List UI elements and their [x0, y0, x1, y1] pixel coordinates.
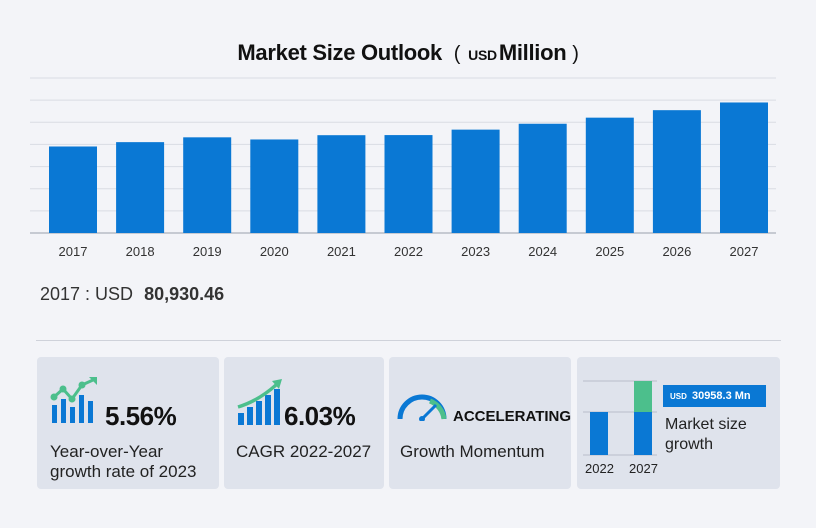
baseline-label: 2017 : USD	[40, 284, 134, 304]
title-unit: USD	[468, 47, 497, 63]
x-tick-label-2018: 2018	[126, 244, 155, 259]
x-tick-label-2019: 2019	[193, 244, 222, 259]
x-tick-label-2026: 2026	[662, 244, 691, 259]
cagr-card: 6.03% CAGR 2022-2027	[224, 357, 384, 489]
bar-2024	[518, 123, 567, 233]
momentum-status: ACCELERATING	[453, 408, 572, 425]
mini-bar-2027-base	[634, 412, 652, 455]
x-tick-label-2021: 2021	[327, 244, 356, 259]
mini-bar-2022	[590, 412, 608, 455]
bar-2022	[384, 135, 433, 233]
market-growth-mini-chart	[583, 380, 657, 456]
growth-bars-icon	[50, 377, 97, 423]
market-growth-label-line2: growth	[665, 436, 714, 453]
speedometer-icon	[397, 394, 447, 421]
bar-2026	[652, 110, 701, 233]
title-open-paren: (	[453, 43, 461, 65]
baseline-value-row: 2017 : USD 80,930.46	[40, 284, 224, 305]
bar-2018	[116, 142, 165, 233]
section-divider	[36, 340, 781, 341]
market-growth-badge: USD 30958.3 Mn	[663, 385, 766, 407]
yoy-value: 5.56%	[105, 401, 177, 431]
cagr-value: 6.03%	[284, 401, 356, 431]
x-tick-label-2025: 2025	[595, 244, 624, 259]
bar-2021	[317, 135, 366, 233]
x-tick-label-2027: 2027	[730, 244, 759, 259]
x-tick-label-2023: 2023	[461, 244, 490, 259]
momentum-card: ACCELERATING Growth Momentum	[389, 357, 571, 489]
yoy-label-line2: growth rate of 2023	[50, 462, 197, 481]
baseline-value: 80,930.46	[144, 284, 225, 304]
title-main: Market Size Outlook	[237, 40, 442, 65]
x-tick-label-2022: 2022	[394, 244, 423, 259]
x-tick-label-2020: 2020	[260, 244, 289, 259]
x-tick-label-2017: 2017	[59, 244, 88, 259]
bar-2017	[49, 146, 97, 233]
market-growth-card: USD 30958.3 Mn Market size growth 2022 2…	[577, 357, 780, 489]
yoy-label-line1: Year-over-Year	[50, 442, 164, 461]
yoy-card: 5.56% Year-over-Year growth rate of 2023	[37, 357, 219, 489]
mini-year-end: 2027	[629, 461, 658, 476]
cagr-chart-icon	[237, 379, 282, 425]
bar-2023	[451, 129, 500, 233]
bar-2020	[250, 139, 299, 233]
market-growth-label-line1: Market size	[665, 416, 747, 433]
cagr-label: CAGR 2022-2027	[236, 442, 372, 461]
momentum-label: Growth Momentum	[400, 442, 545, 461]
bar-2019	[183, 137, 232, 233]
mini-year-start: 2022	[585, 461, 614, 476]
badge-unit: USD	[670, 392, 687, 401]
title-unit-word: Million	[498, 40, 567, 65]
bar-2027	[720, 102, 768, 233]
title-close-paren: )	[572, 43, 579, 65]
bar-chart: 2017 2018 2019 2020 2021 2022 2023 2024 2025 2026…	[30, 77, 776, 259]
mini-bar-2027-growth	[634, 381, 652, 412]
x-tick-label-2024: 2024	[528, 244, 557, 259]
badge-value: 30958.3 Mn	[691, 390, 751, 402]
chart-title: Market Size Outlook ( USDMillion )	[0, 40, 816, 66]
bar-2025	[585, 117, 634, 233]
